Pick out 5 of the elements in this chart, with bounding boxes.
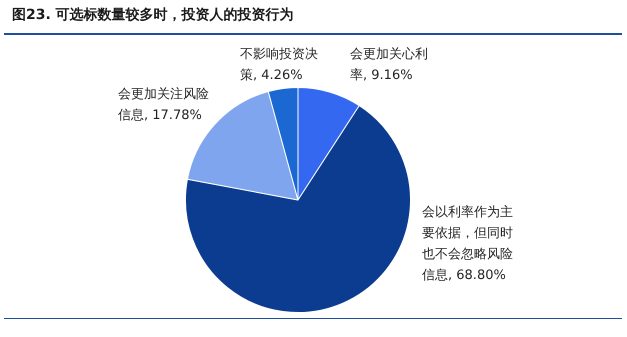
slice-label: 会更加关注风险信息, 17.78% bbox=[118, 86, 209, 123]
chart-title: 图23. 可选标数量较多时，投资人的投资行为 bbox=[12, 6, 294, 24]
slice-label: 不影响投资决策, 4.26% bbox=[240, 46, 318, 83]
slice-label: 会更加关心利率, 9.16% bbox=[350, 46, 428, 83]
slice-label: 会以利率作为主要依据，但同时也不会忽略风险信息, 68.80% bbox=[422, 204, 513, 283]
